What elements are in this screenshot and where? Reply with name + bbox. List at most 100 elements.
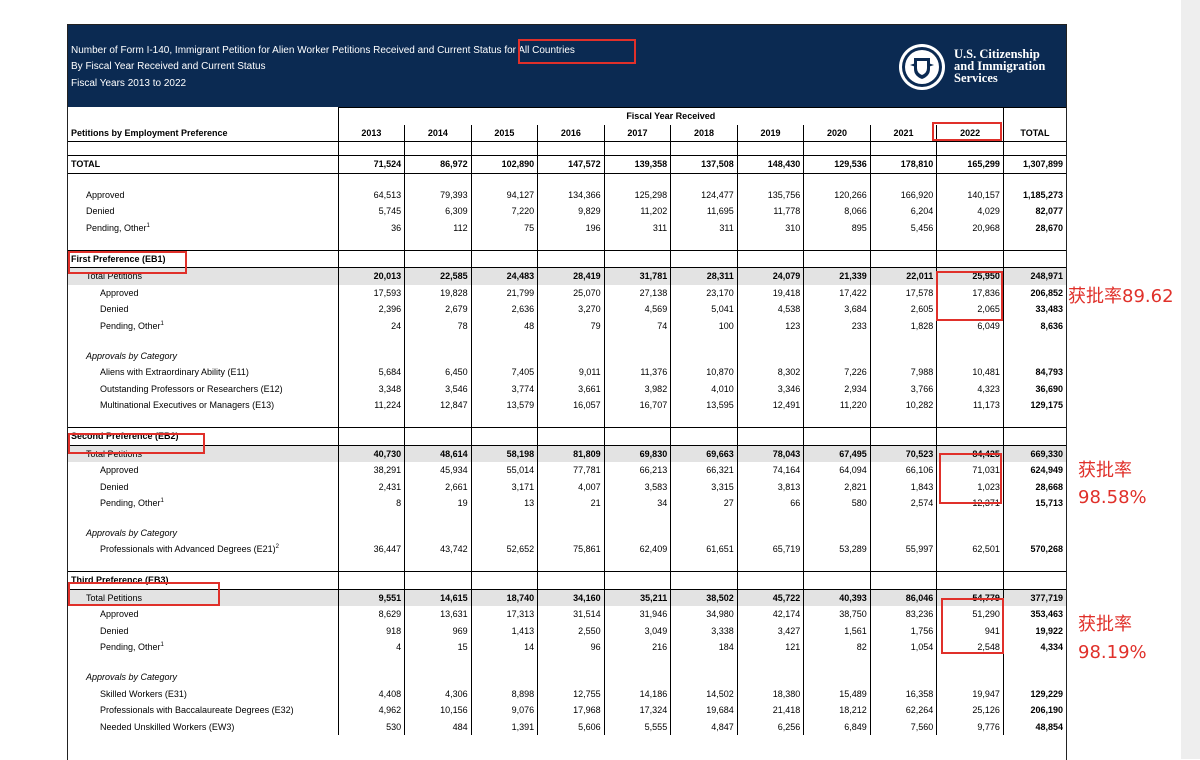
value-cell-2021: 86,046	[869, 588, 937, 607]
row-label: Denied	[100, 304, 129, 315]
value-cell-2017: 125,298	[603, 186, 671, 204]
value-cell-2019: 310	[736, 219, 804, 237]
value-cell-2013: 5,745	[337, 203, 405, 220]
value-cell-2020: 8,066	[803, 203, 871, 220]
value-cell-2021: 5,456	[869, 219, 937, 237]
value-cell-2019: 18,380	[736, 685, 804, 703]
value-cell-2021: 166,920	[869, 186, 937, 204]
total-cell: 206,852	[1002, 284, 1066, 302]
value-cell-2016: 3,661	[537, 380, 605, 398]
value-cell-2021: 178,810	[869, 155, 937, 174]
value-cell-2019: 11,778	[736, 203, 804, 220]
table-row: Approved 17,593 19,828 21,799 25,070 27,138 23…	[68, 284, 1066, 302]
dhs-seal-icon	[898, 43, 946, 91]
year-header-2021: 2021	[869, 124, 937, 143]
value-cell-2020: 64,094	[803, 462, 871, 479]
row-label: Aliens with Extraordinary Ability (E11)	[100, 367, 249, 378]
value-cell-2017: 216	[603, 639, 671, 657]
value-cell-2020: 18,212	[803, 702, 871, 719]
value-cell-2020: 17,422	[803, 284, 871, 302]
value-cell-2019: 4,538	[736, 301, 804, 318]
value-cell-2013: 2,396	[337, 301, 405, 318]
total-cell: 1,185,273	[1002, 186, 1066, 204]
total-cell: 624,949	[1002, 462, 1066, 479]
value-cell-2021: 1,756	[869, 622, 937, 640]
value-cell-2018: 4,010	[670, 380, 738, 398]
value-cell-2017: 69,830	[603, 444, 671, 463]
table-row: Skilled Workers (E31) 4,408 4,306 8,898 12,7…	[68, 685, 1066, 703]
value-cell-2018: 124,477	[670, 186, 738, 204]
value-cell-2022: 11,173	[936, 397, 1004, 414]
total-cell: 129,229	[1002, 685, 1066, 703]
value-cell-2016: 79	[537, 317, 605, 335]
total-cell: 48,854	[1002, 718, 1066, 736]
value-cell-2014: 13,631	[404, 606, 472, 623]
value-cell-2013: 36	[337, 219, 405, 237]
value-cell-2014: 2,661	[404, 478, 472, 496]
row-label: Third Preference (EB3)	[68, 571, 339, 590]
row-label: Pending, Other1	[86, 222, 150, 233]
value-cell-2014: 10,156	[404, 702, 472, 719]
value-cell-2017: 311	[603, 219, 671, 237]
year-header-2013: 2013	[337, 124, 405, 143]
row-label: Professionals with Baccalaureate Degrees…	[100, 705, 294, 716]
table-row	[68, 334, 1066, 348]
value-cell-2018: 4,847	[670, 718, 738, 736]
value-cell-2022: 140,157	[936, 186, 1004, 204]
row-label: Approved	[100, 609, 139, 620]
table-row: Professionals with Advanced Degrees (E21…	[68, 541, 1066, 559]
value-cell-2017: 3,982	[603, 380, 671, 398]
value-cell-2019: 24,079	[736, 267, 804, 285]
value-cell-2022: 19,947	[936, 685, 1004, 703]
value-cell-2016: 25,070	[537, 284, 605, 302]
row-label: Approved	[86, 189, 125, 200]
row-label: Total Petitions	[68, 267, 339, 285]
value-cell-2018: 28,311	[670, 267, 738, 285]
value-cell-2020: 895	[803, 219, 871, 237]
value-cell-2021: 70,523	[869, 444, 937, 463]
value-cell-2017: 31,781	[603, 267, 671, 285]
table-row: TOTAL 71,524 86,972 102,890 147,572 139,358 13…	[68, 155, 1066, 174]
year-header-2017: 2017	[603, 124, 671, 143]
value-cell-2015: 1,413	[470, 622, 538, 640]
total-cell: 206,190	[1002, 702, 1066, 719]
highlight-eb1-values	[936, 271, 1003, 321]
value-cell-2017: 31,946	[603, 606, 671, 623]
row-label: First Preference (EB1)	[68, 249, 339, 268]
table-row: Pending, Other1 36 112 75 196 311 311 310 895 5,4…	[68, 219, 1066, 237]
petition-table: Fiscal Year Received Petitions by Employ…	[68, 106, 1066, 736]
value-cell-2014: 45,934	[404, 462, 472, 479]
table-row: Denied 5,745 6,309 7,220 9,829 11,202 11,695 11…	[68, 203, 1066, 220]
year-header-2019: 2019	[736, 124, 804, 143]
value-cell-2020: 6,849	[803, 718, 871, 736]
table-row: Denied 918 969 1,413 2,550 3,049 3,338 3,427 1,5…	[68, 622, 1066, 640]
value-cell-2017: 17,324	[603, 702, 671, 719]
value-cell-2018: 19,684	[670, 702, 738, 719]
value-cell-2014: 2,679	[404, 301, 472, 318]
footnote-marker: 1	[146, 222, 150, 229]
value-cell-2015: 8,898	[470, 685, 538, 703]
value-cell-2016: 77,781	[537, 462, 605, 479]
row-label: Needed Unskilled Workers (EW3)	[100, 721, 235, 732]
value-cell-2017: 11,202	[603, 203, 671, 220]
value-cell-2013: 17,593	[337, 284, 405, 302]
value-cell-2016: 16,057	[537, 397, 605, 414]
value-cell-2013: 4,962	[337, 702, 405, 719]
value-cell-2016: 34,160	[537, 588, 605, 607]
total-cell: 36,690	[1002, 380, 1066, 398]
table-row	[68, 413, 1066, 428]
value-cell-2015: 102,890	[470, 155, 538, 174]
value-cell-2013: 11,224	[337, 397, 405, 414]
value-cell-2014: 48,614	[404, 444, 472, 463]
value-cell-2017: 35,211	[603, 588, 671, 607]
highlight-eb1-label	[68, 251, 187, 274]
table-row: Approved 38,291 45,934 55,014 77,781 66,213 66…	[68, 462, 1066, 479]
value-cell-2018: 61,651	[670, 541, 738, 559]
row-label: Approved	[100, 287, 139, 298]
value-cell-2015: 7,405	[470, 364, 538, 381]
value-cell-2013: 71,524	[337, 155, 405, 174]
value-cell-2017: 74	[603, 317, 671, 335]
value-cell-2019: 3,346	[736, 380, 804, 398]
total-cell: 28,668	[1002, 478, 1066, 496]
row-label: Professionals with Advanced Degrees (E21…	[100, 544, 279, 555]
